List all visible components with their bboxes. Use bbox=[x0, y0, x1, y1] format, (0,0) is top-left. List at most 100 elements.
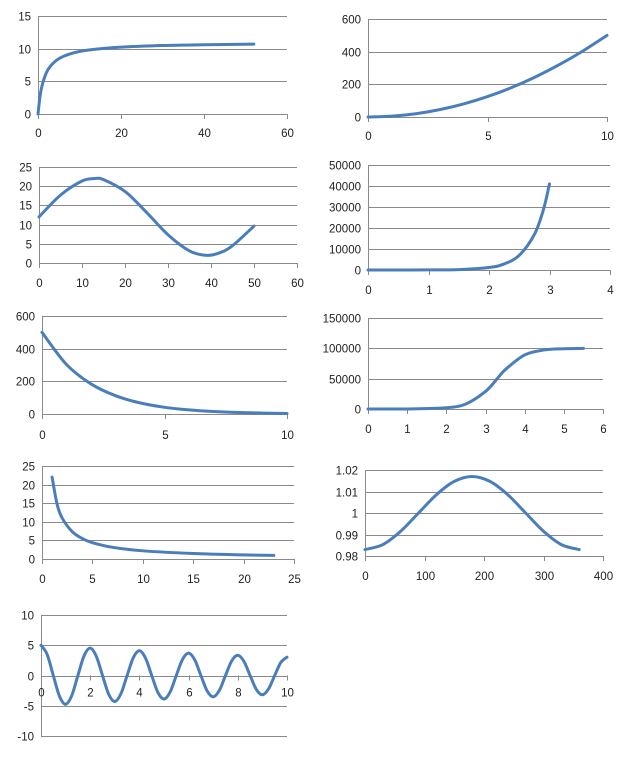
y-tick-label: 400 bbox=[342, 48, 361, 60]
y-tick-label: 25 bbox=[22, 462, 35, 474]
chart-5: 0 200 400 600 0 5 10 bbox=[16, 312, 294, 443]
y-tick-label: 15 bbox=[18, 12, 31, 24]
x-tick-label: 10 bbox=[137, 574, 150, 586]
chart-3: 0 5 10 15 20 25 0 10 20 30 40 50 60 bbox=[19, 163, 304, 291]
x-tick-label: 4 bbox=[522, 424, 529, 436]
series-line bbox=[366, 182, 551, 272]
x-tick-label: 5 bbox=[162, 430, 168, 442]
chart-9: -10 -5 0 5 10 0 2 4 6 8 10 bbox=[17, 611, 294, 744]
x-tick-label: 4 bbox=[136, 688, 143, 700]
x-tick-label: 2 bbox=[486, 285, 492, 297]
x-tick-label: 200 bbox=[475, 571, 494, 583]
x-tick-label: 2 bbox=[443, 424, 449, 436]
y-tick-label: 0 bbox=[26, 259, 32, 271]
x-tick-label: 0 bbox=[365, 131, 371, 143]
x-tick-label: 6 bbox=[600, 424, 606, 436]
x-tick-label: 10 bbox=[601, 131, 614, 143]
x-tick-label: 10 bbox=[281, 688, 294, 700]
chart-7: 0 5 10 15 20 25 0 5 10 15 20 25 bbox=[22, 462, 301, 587]
x-tick-label: 5 bbox=[485, 131, 491, 143]
x-tick-label: 400 bbox=[594, 571, 613, 583]
chart-8: 0.98 0.99 1 1.01 1.02 0 100 200 300 400 bbox=[336, 466, 613, 584]
y-tick-label: 0 bbox=[29, 555, 35, 567]
y-tick-label: 400 bbox=[16, 345, 35, 357]
x-tick-label: 0 bbox=[36, 278, 42, 290]
x-tick-label: 2 bbox=[87, 688, 93, 700]
y-tick-label: 0 bbox=[355, 113, 361, 125]
y-tick-label: 0 bbox=[355, 266, 361, 278]
y-tick-label: 30000 bbox=[329, 203, 361, 215]
y-tick-label: 150000 bbox=[323, 314, 361, 326]
series-line bbox=[40, 330, 289, 415]
y-tick-label: 0 bbox=[28, 672, 34, 684]
chart-6: 0 50000 100000 150000 0 1 2 3 4 5 6 bbox=[323, 314, 607, 437]
y-tick-label: 5 bbox=[25, 77, 31, 89]
x-tick-label: 20 bbox=[119, 278, 132, 290]
x-tick-label: 50 bbox=[248, 278, 261, 290]
x-tick-label: 8 bbox=[235, 688, 241, 700]
y-tick-label: 1 bbox=[352, 509, 358, 521]
y-tick-label: -10 bbox=[17, 732, 34, 744]
y-tick-label: 5 bbox=[29, 536, 35, 548]
x-tick-label: 1 bbox=[426, 285, 432, 297]
series-line bbox=[363, 474, 581, 552]
x-tick-label: 100 bbox=[416, 571, 435, 583]
x-tick-label: 15 bbox=[187, 574, 200, 586]
y-tick-label: 20 bbox=[19, 182, 32, 194]
x-tick-label: 10 bbox=[281, 430, 294, 442]
x-tick-label: 25 bbox=[288, 574, 301, 586]
y-tick-label: 15 bbox=[22, 499, 35, 511]
x-tick-label: 10 bbox=[76, 278, 89, 290]
y-tick-label: 600 bbox=[342, 15, 361, 27]
y-tick-label: 10 bbox=[22, 518, 35, 530]
y-tick-label: 10000 bbox=[329, 245, 361, 257]
y-tick-label: 200 bbox=[16, 377, 35, 389]
y-tick-label: 0.99 bbox=[336, 531, 358, 543]
y-tick-label: 25 bbox=[19, 163, 32, 175]
x-tick-label: 0 bbox=[39, 430, 45, 442]
y-tick-label: 20000 bbox=[329, 224, 361, 236]
x-tick-label: 3 bbox=[483, 424, 489, 436]
y-tick-label: 5 bbox=[28, 641, 34, 653]
y-tick-label: 10 bbox=[21, 611, 34, 623]
y-tick-label: 5 bbox=[26, 240, 32, 252]
y-tick-label: 1.02 bbox=[336, 466, 358, 478]
y-tick-label: 10 bbox=[18, 45, 31, 57]
x-tick-label: 6 bbox=[186, 688, 192, 700]
x-tick-label: 40 bbox=[205, 278, 218, 290]
x-tick-label: 0 bbox=[365, 285, 371, 297]
series-line bbox=[50, 475, 276, 557]
x-tick-label: 60 bbox=[281, 128, 294, 140]
y-tick-label: 0.98 bbox=[336, 552, 358, 564]
chart-2: 0 200 400 600 0 5 10 bbox=[342, 15, 614, 144]
x-tick-label: 4 bbox=[607, 285, 614, 297]
x-tick-label: 60 bbox=[291, 278, 304, 290]
x-tick-label: 0 bbox=[365, 424, 371, 436]
chart-1: 0 5 10 15 0 20 40 60 bbox=[18, 12, 294, 141]
y-tick-label: 10 bbox=[19, 221, 32, 233]
y-tick-label: 50000 bbox=[329, 161, 361, 173]
series-line bbox=[37, 176, 256, 257]
y-tick-label: 15 bbox=[19, 201, 32, 213]
x-tick-label: 40 bbox=[198, 128, 211, 140]
y-tick-label: 20 bbox=[22, 481, 35, 493]
series-line bbox=[36, 42, 256, 116]
x-tick-label: 30 bbox=[162, 278, 175, 290]
x-tick-label: 0 bbox=[362, 571, 368, 583]
series-line bbox=[39, 643, 289, 706]
x-tick-label: 5 bbox=[89, 574, 95, 586]
y-tick-label: 600 bbox=[16, 312, 35, 324]
x-tick-label: 5 bbox=[561, 424, 567, 436]
chart-4: 0 10000 20000 30000 40000 50000 0 1 2 3 4 bbox=[329, 161, 614, 298]
y-tick-label: 1.01 bbox=[336, 488, 358, 500]
x-tick-label: 0 bbox=[35, 128, 41, 140]
y-tick-label: 200 bbox=[342, 80, 361, 92]
y-tick-label: -5 bbox=[24, 702, 34, 714]
x-tick-label: 0 bbox=[38, 688, 44, 700]
series-line bbox=[366, 33, 609, 119]
y-tick-label: 0 bbox=[355, 405, 361, 417]
y-tick-label: 0 bbox=[29, 410, 35, 422]
x-tick-label: 1 bbox=[404, 424, 410, 436]
x-tick-label: 20 bbox=[115, 128, 128, 140]
